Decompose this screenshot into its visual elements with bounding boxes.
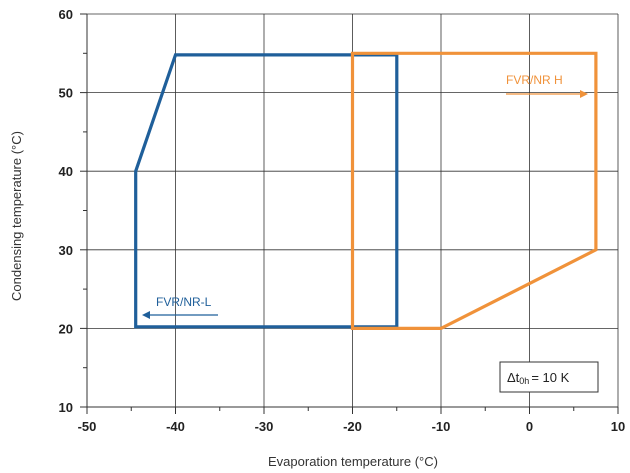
y-tick-label: 40 [59, 164, 73, 179]
envelopes [134, 51, 598, 330]
axes: -50 -40 -30 -20 -10 0 10 10 20 30 40 50 60 [59, 7, 626, 434]
annotation-text: Δt0h = 10 K [507, 370, 570, 386]
y-tick-label: 30 [59, 243, 73, 258]
y-tick-label: 60 [59, 7, 73, 22]
x-tick-label: 0 [526, 419, 533, 434]
series-label-fvr-nr-l: FVR/NR-L [156, 295, 212, 309]
arrow-right-head [580, 90, 588, 98]
x-axis-title: Evaporation temperature (°C) [268, 454, 438, 469]
annotation-suffix: = 10 K [531, 370, 569, 385]
annotation-prefix: Δt [507, 370, 520, 385]
annotation-subscript: 0h [519, 376, 529, 386]
series-label-fvr-nr-h: FVR/NR H [506, 73, 563, 87]
x-tick-label: -30 [255, 419, 274, 434]
annotation-box [499, 361, 599, 393]
delta-t-annotation: Δt0h = 10 K [499, 361, 599, 393]
envelope-fvr-nr-l [134, 53, 399, 329]
x-tick-label: -20 [343, 419, 362, 434]
y-axis-title: Condensing temperature (°C) [9, 131, 24, 301]
envelope-fvr-nr-h [350, 51, 598, 330]
x-tick-label: 10 [611, 419, 625, 434]
arrow-left-head [142, 311, 150, 319]
series-label-low: FVR/NR-L [142, 295, 218, 319]
x-tick-label: -40 [166, 419, 185, 434]
x-tick-label: -10 [432, 419, 451, 434]
x-tick-label: -50 [78, 419, 97, 434]
y-tick-label: 20 [59, 321, 73, 336]
series-label-high: FVR/NR H [506, 73, 588, 98]
y-tick-label: 10 [59, 400, 73, 415]
y-tick-label: 50 [59, 86, 73, 101]
